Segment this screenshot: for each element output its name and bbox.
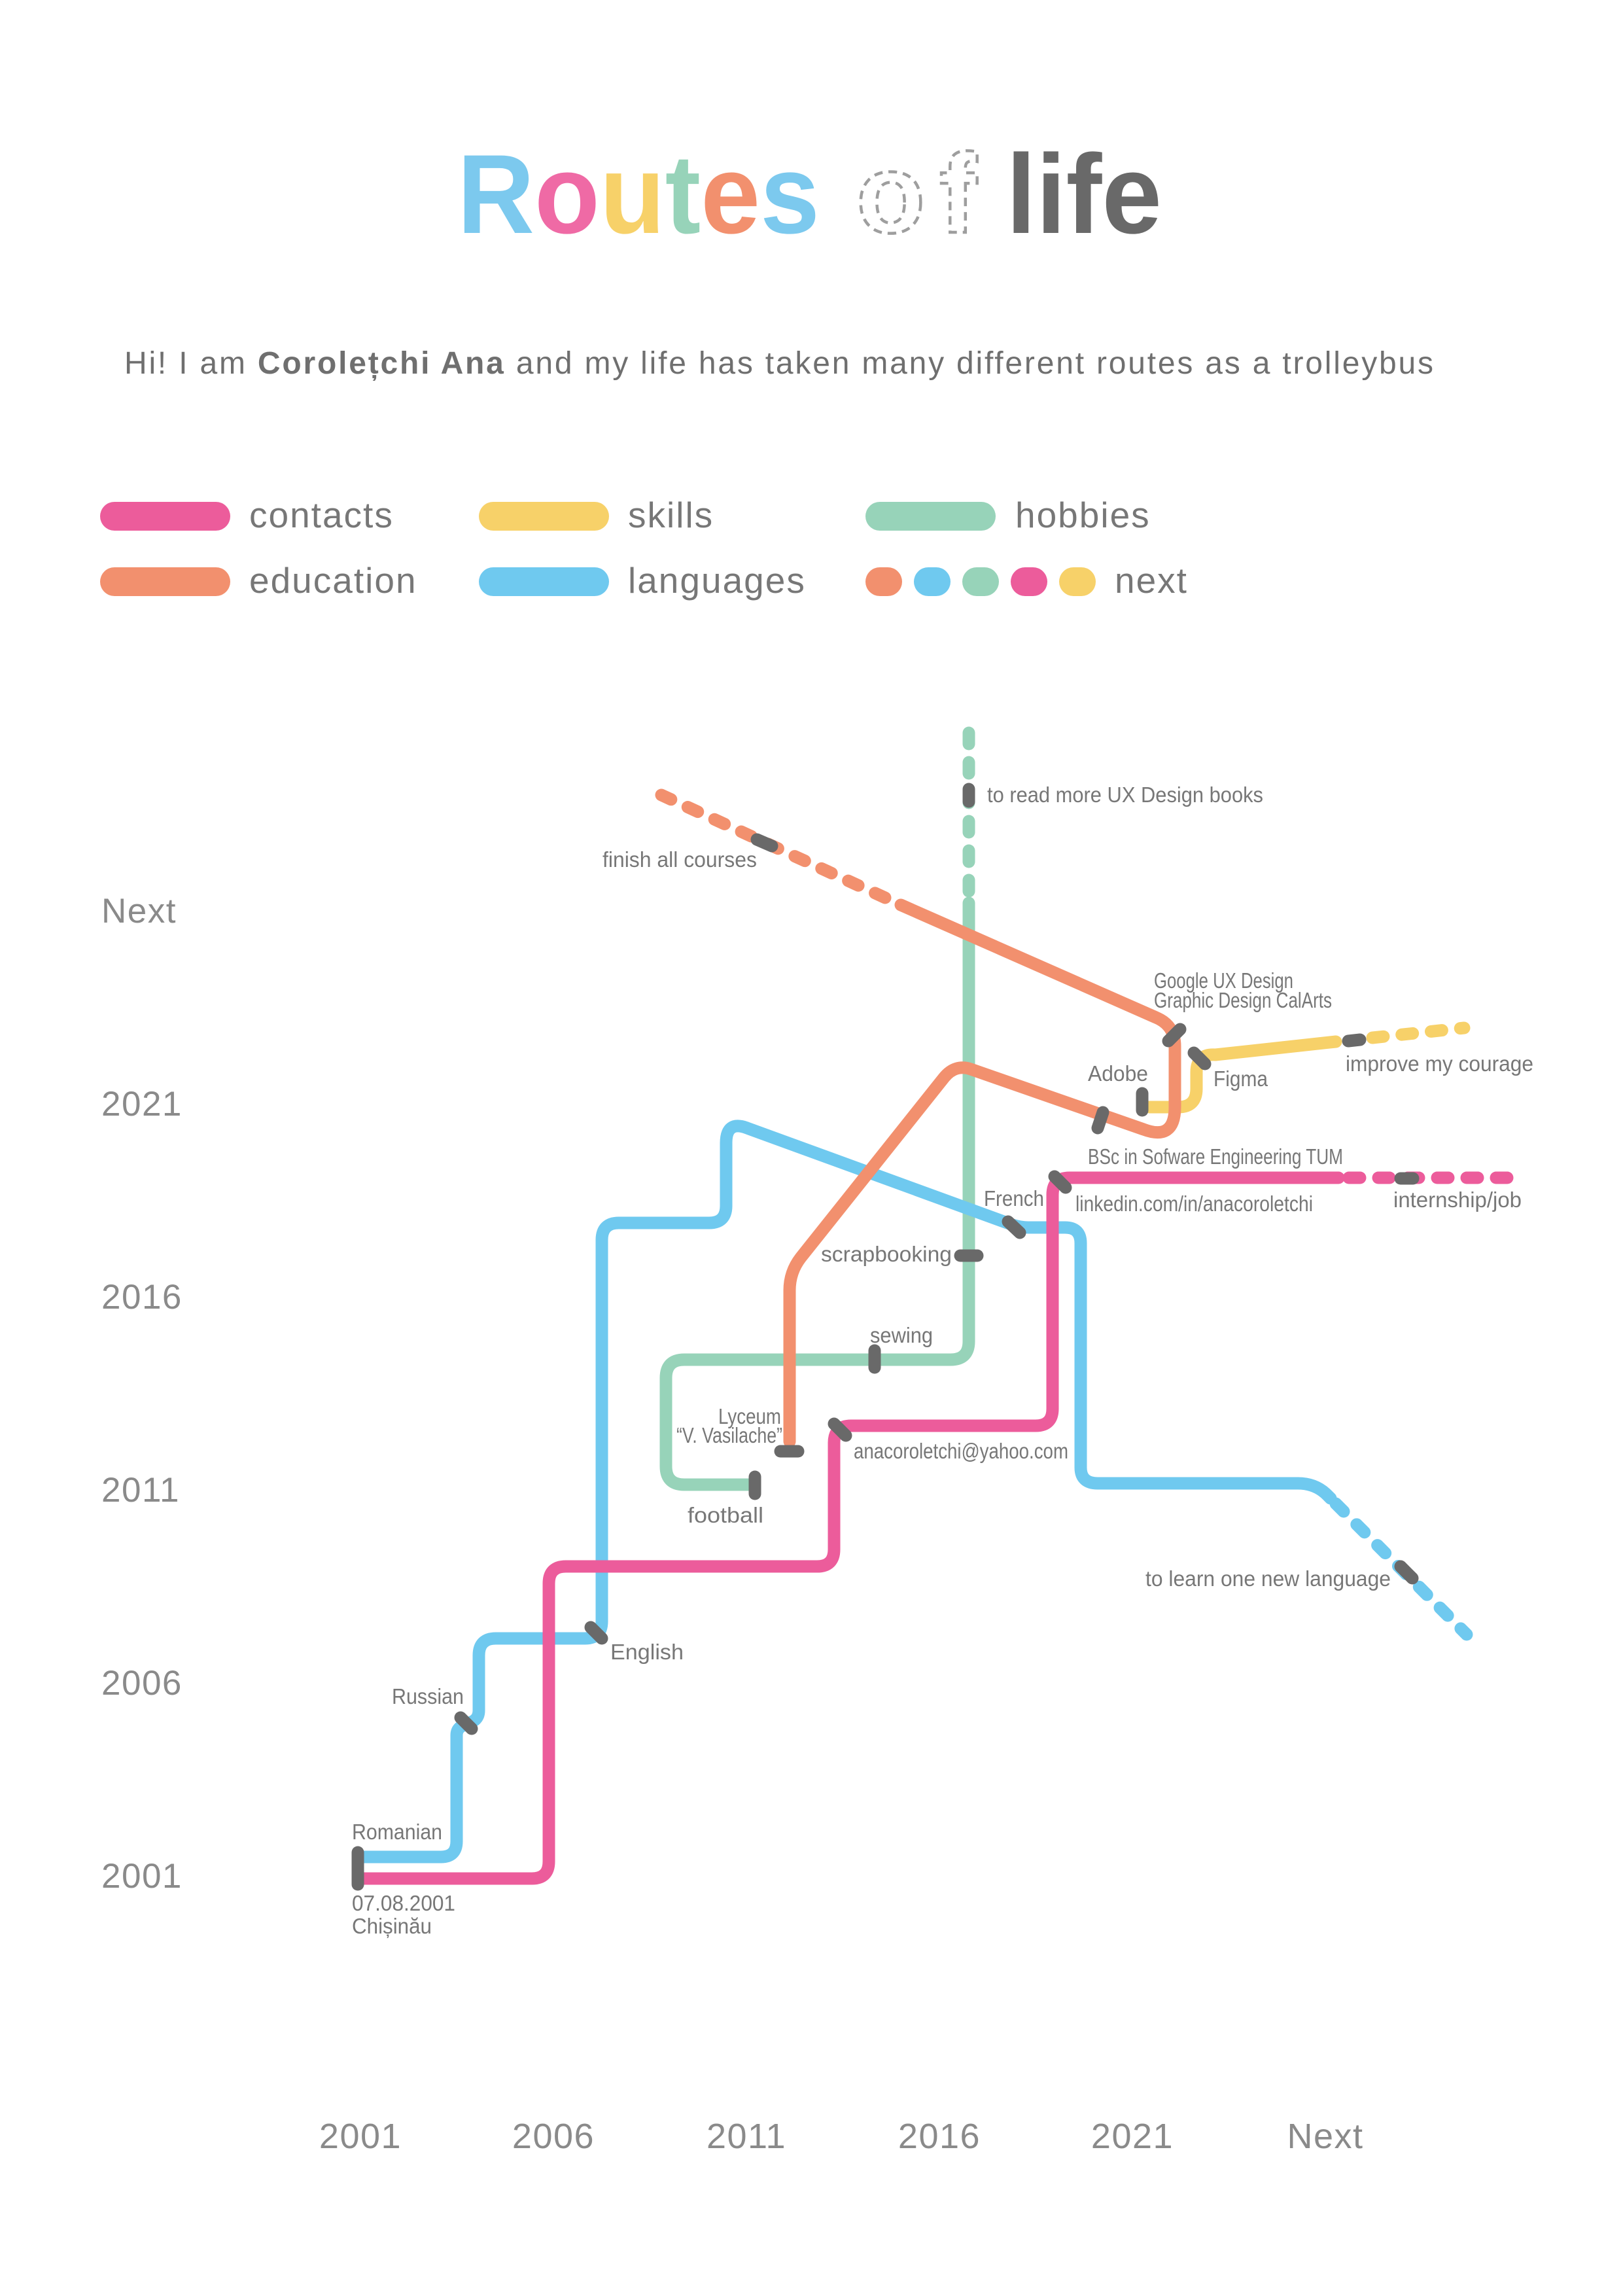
svg-text:next: next: [1115, 560, 1188, 601]
svg-text:French: French: [984, 1186, 1044, 1210]
svg-text:Routes: Routes: [457, 132, 820, 257]
svg-text:finish all courses: finish all courses: [602, 847, 757, 872]
svg-text:skills: skills: [628, 495, 714, 535]
svg-text:sewing: sewing: [870, 1323, 933, 1347]
svg-text:BSc in Sofware Engineering TUM: BSc in Sofware Engineering TUM: [1088, 1144, 1343, 1169]
svg-text:linkedin.com/in/anacoroletchi: linkedin.com/in/anacoroletchi: [1075, 1192, 1313, 1216]
svg-text:football: football: [688, 1503, 763, 1527]
svg-text:Romanian: Romanian: [352, 1820, 442, 1844]
svg-text:Figma: Figma: [1213, 1067, 1268, 1091]
svg-text:English: English: [610, 1640, 684, 1664]
svg-text:Next: Next: [1287, 2117, 1363, 2156]
svg-text:2006: 2006: [512, 2117, 595, 2156]
svg-text:2011: 2011: [707, 2117, 786, 2156]
svg-text:2021: 2021: [1091, 2117, 1174, 2156]
svg-text:life: life: [1006, 132, 1162, 257]
svg-text:scrapbooking: scrapbooking: [821, 1242, 952, 1266]
svg-text:2021: 2021: [101, 1085, 183, 1123]
svg-text:07.08.2001: 07.08.2001: [352, 1891, 455, 1915]
svg-text:to read more UX Design books: to read more UX Design books: [987, 783, 1263, 807]
svg-text:education: education: [249, 560, 417, 601]
svg-text:of: of: [856, 131, 991, 256]
svg-text:to learn one new language: to learn one new language: [1145, 1566, 1391, 1591]
svg-text:Adobe: Adobe: [1088, 1061, 1148, 1086]
svg-text:Hi! I am Corolețchi Ana and my: Hi! I am Corolețchi Ana and my life has …: [124, 346, 1435, 381]
svg-text:2016: 2016: [101, 1278, 183, 1316]
svg-text:anacoroletchi@yahoo.com: anacoroletchi@yahoo.com: [854, 1439, 1068, 1463]
svg-text:languages: languages: [628, 560, 806, 601]
svg-text:Lyceum: Lyceum: [718, 1404, 781, 1428]
svg-text:2016: 2016: [898, 2117, 981, 2156]
svg-text:improve my courage: improve my courage: [1346, 1051, 1533, 1076]
svg-text:internship/job: internship/job: [1393, 1188, 1522, 1212]
svg-text:2001: 2001: [319, 2117, 402, 2156]
svg-text:Next: Next: [101, 892, 177, 930]
svg-text:2006: 2006: [101, 1664, 183, 1703]
svg-text:2001: 2001: [101, 1857, 183, 1896]
svg-text:Google UX Design: Google UX Design: [1154, 968, 1293, 993]
svg-text:Russian: Russian: [392, 1684, 464, 1708]
svg-text:Chișinău: Chișinău: [352, 1914, 432, 1938]
svg-text:Graphic Design CalArts: Graphic Design CalArts: [1154, 988, 1332, 1012]
svg-text:hobbies: hobbies: [1015, 495, 1151, 535]
svg-text:“V. Vasilache”: “V. Vasilache”: [676, 1423, 782, 1447]
svg-text:2011: 2011: [101, 1471, 180, 1510]
svg-text:contacts: contacts: [249, 495, 394, 535]
